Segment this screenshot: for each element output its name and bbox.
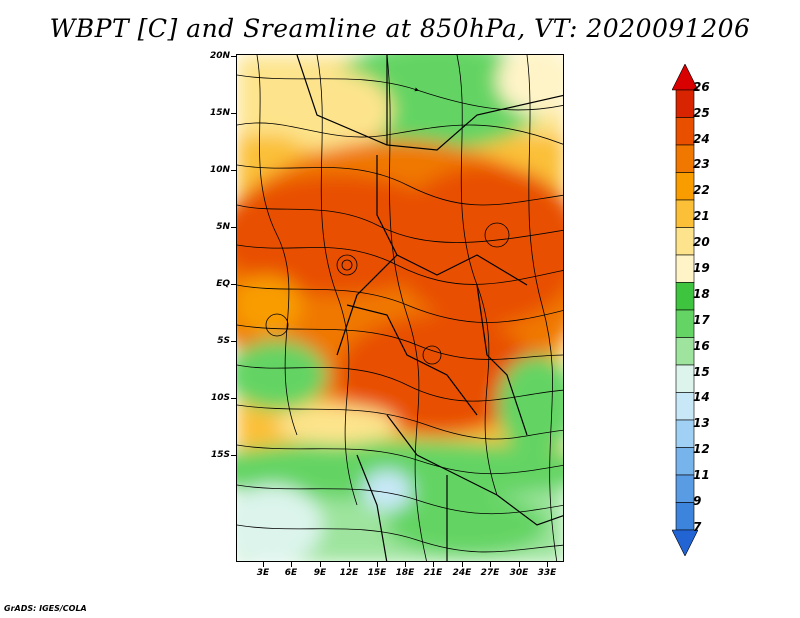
colorbar-label-26: 26 bbox=[693, 80, 710, 94]
colorbar-label-9: 9 bbox=[693, 494, 702, 508]
colorbar-label-17: 17 bbox=[693, 313, 710, 327]
lat-tick bbox=[231, 284, 236, 285]
lon-tick bbox=[291, 562, 292, 567]
colorbar-label-16: 16 bbox=[693, 339, 710, 353]
lon-label-3e: 3E bbox=[256, 568, 270, 578]
lat-tick bbox=[231, 455, 236, 456]
chart-title: WBPT [C] and Sreamline at 850hPa, VT: 20… bbox=[49, 14, 751, 43]
lat-tick bbox=[231, 170, 236, 171]
lon-tick bbox=[433, 562, 434, 567]
lon-tick bbox=[263, 562, 264, 567]
colorbar-label-12: 12 bbox=[693, 442, 710, 456]
colorbar-segment bbox=[675, 364, 695, 393]
lat-label-5s: 5S bbox=[217, 336, 230, 346]
colorbar-segment bbox=[675, 144, 695, 173]
colorbar-segment bbox=[675, 392, 695, 421]
lat-label-5n: 5N bbox=[216, 222, 230, 232]
colorbar-segment bbox=[672, 529, 698, 556]
colorbar-segment bbox=[675, 502, 695, 531]
wbpt-field bbox=[237, 55, 563, 561]
lon-label-30e: 30E bbox=[509, 568, 529, 578]
lon-label-6e: 6E bbox=[284, 568, 298, 578]
lon-tick bbox=[320, 562, 321, 567]
lat-tick bbox=[231, 56, 236, 57]
colorbar-segment bbox=[675, 474, 695, 503]
lon-tick bbox=[462, 562, 463, 567]
map-panel bbox=[236, 54, 564, 562]
lon-label-12e: 12E bbox=[339, 568, 359, 578]
lat-tick bbox=[231, 341, 236, 342]
lat-label-15s: 15S bbox=[210, 450, 230, 460]
colorbar-label-24: 24 bbox=[693, 132, 710, 146]
lat-tick bbox=[231, 113, 236, 114]
lon-label-24e: 24E bbox=[452, 568, 472, 578]
lon-label-33e: 33E bbox=[537, 568, 557, 578]
lon-label-27e: 27E bbox=[480, 568, 500, 578]
lat-label-eq: EQ bbox=[216, 279, 230, 289]
colorbar-segment bbox=[675, 172, 695, 201]
colorbar-segment bbox=[675, 337, 695, 366]
lon-tick bbox=[519, 562, 520, 567]
lon-tick bbox=[377, 562, 378, 567]
lat-label-20n: 20N bbox=[209, 51, 230, 61]
colorbar-segment bbox=[675, 254, 695, 283]
colorbar-segment bbox=[675, 227, 695, 256]
lat-tick bbox=[231, 398, 236, 399]
colorbar-label-15: 15 bbox=[693, 365, 710, 379]
colorbar-label-23: 23 bbox=[693, 157, 710, 171]
lat-label-15n: 15N bbox=[209, 108, 230, 118]
colorbar-label-14: 14 bbox=[693, 390, 710, 404]
colorbar-segment bbox=[675, 309, 695, 338]
footer-credit: GrADS: IGES/COLA bbox=[4, 604, 87, 613]
lat-label-10n: 10N bbox=[209, 165, 230, 175]
colorbar-label-7: 7 bbox=[693, 520, 702, 534]
lon-label-21e: 21E bbox=[423, 568, 443, 578]
colorbar-label-11: 11 bbox=[693, 468, 710, 482]
colorbar-segment bbox=[675, 419, 695, 448]
lon-tick bbox=[349, 562, 350, 567]
colorbar-label-22: 22 bbox=[693, 183, 710, 197]
lon-tick bbox=[490, 562, 491, 567]
colorbar-label-13: 13 bbox=[693, 416, 710, 430]
colorbar-segment bbox=[675, 117, 695, 146]
lat-tick bbox=[231, 227, 236, 228]
colorbar-segment bbox=[675, 282, 695, 311]
lon-tick bbox=[547, 562, 548, 567]
colorbar-label-18: 18 bbox=[693, 287, 710, 301]
country-borders bbox=[296, 55, 563, 561]
colorbar-label-20: 20 bbox=[693, 235, 710, 249]
lat-label-10s: 10S bbox=[210, 393, 230, 403]
colorbar-label-21: 21 bbox=[693, 209, 710, 223]
wbpt-shading bbox=[237, 55, 563, 561]
colorbar-segment bbox=[675, 447, 695, 476]
lon-label-18e: 18E bbox=[395, 568, 415, 578]
colorbar-label-25: 25 bbox=[693, 106, 710, 120]
colorbar-label-19: 19 bbox=[693, 261, 710, 275]
colorbar-segment bbox=[675, 89, 695, 118]
lon-label-9e: 9E bbox=[313, 568, 327, 578]
lon-label-15e: 15E bbox=[367, 568, 387, 578]
colorbar-segment bbox=[675, 199, 695, 228]
colorbar bbox=[672, 64, 698, 556]
lon-tick bbox=[405, 562, 406, 567]
